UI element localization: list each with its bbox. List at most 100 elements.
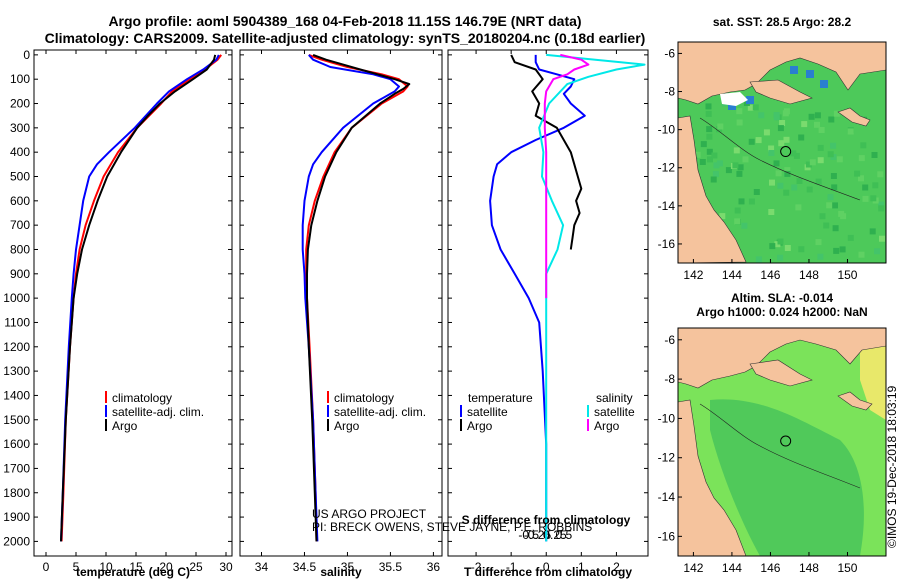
sst-pixel (817, 157, 824, 164)
sla-map-subtitle: Argo h1000: 0.024 h2000: NaN (696, 305, 867, 319)
sla-map-frame (677, 327, 887, 557)
sst-map-title: sat. SST: 28.5 Argo: 28.2 (713, 15, 852, 29)
series-line-satellite-adj-clim- (60, 54, 220, 542)
depth-tick-label: 300 (10, 121, 30, 135)
lat-tick-label: -16 (658, 529, 676, 543)
depth-tick-label: 1400 (3, 388, 30, 402)
depth-tick-label: 1600 (3, 437, 30, 451)
temperature-x-axis: 0 5 10 15 20 25 30 (43, 50, 233, 574)
sst-pixel (699, 159, 706, 165)
sst-pixel (752, 104, 759, 111)
series-line-s-satellite (538, 53, 646, 542)
x-tick-label: 10 (99, 560, 113, 574)
s-difference-axis-label: S difference from climatology (462, 513, 631, 527)
depth-tick-label: 1700 (3, 461, 30, 475)
sst-pixel (817, 253, 824, 260)
top-x-tick-label: -0.25 (524, 528, 552, 542)
sst-pixel (818, 127, 825, 133)
sst-pixel (814, 112, 821, 119)
project-credit: US ARGO PROJECT (312, 507, 427, 521)
temperature-legend: climatology satellite-adj. clim. Argo (105, 391, 204, 433)
lat-tick-label: -8 (664, 372, 675, 386)
sst-pixel (783, 189, 790, 196)
sst-pixel (858, 155, 865, 162)
sst-pixel (782, 110, 789, 117)
sst-pixel (793, 152, 800, 159)
sst-pixel (775, 170, 782, 177)
depth-tick-label: 1900 (3, 510, 30, 524)
sla-map (678, 328, 886, 556)
legend-label-satellite: satellite-adj. clim. (112, 405, 204, 419)
sst-pixel (860, 142, 867, 149)
series-line-argo (306, 53, 411, 542)
sst-cool-pixel (806, 70, 814, 78)
sst-cool-pixel (746, 96, 754, 104)
sst-pixel (874, 248, 880, 255)
figure-title: Argo profile: aoml 5904389_168 04-Feb-20… (108, 13, 581, 29)
sst-pixel (705, 110, 712, 117)
papua-coast (749, 359, 813, 387)
sst-pixel (869, 228, 876, 235)
lon-tick-label: 142 (683, 268, 703, 282)
sst-pixel (858, 251, 865, 258)
top-x-tick-label: -0.5 (518, 528, 539, 542)
sst-cool-pixel (790, 66, 798, 74)
sst-pixel (833, 110, 840, 117)
sst-pixel (707, 156, 713, 163)
sst-pixel (700, 141, 707, 148)
sst-pixel (748, 138, 755, 145)
sst-pixel (713, 162, 720, 169)
argo-float-marker (780, 435, 792, 447)
temperature-plot-frame (33, 49, 233, 557)
legend-label-s-satellite: satellite (594, 405, 635, 419)
sst-pixel (758, 112, 765, 119)
salinity-plot-frame (239, 49, 443, 557)
depth-tick-label: 1800 (3, 486, 30, 500)
sst-pixel (768, 150, 775, 156)
sst-pixel (814, 121, 820, 128)
depth-tick-label: 1100 (4, 315, 30, 329)
sst-pixel (706, 126, 713, 133)
sst-pixel (819, 213, 826, 220)
series-line-t-argo (510, 54, 583, 250)
cape-york-landmass (678, 399, 747, 556)
sst-pixel (808, 113, 815, 120)
sst-pixel (805, 161, 812, 168)
sst-pixel (858, 175, 864, 182)
lat-tick-label: -14 (658, 490, 676, 504)
lon-tick-label: 146 (760, 561, 780, 575)
sst-pixel (779, 120, 786, 126)
sst-pixel (832, 202, 838, 209)
sst-pixel (854, 170, 861, 177)
sst-pixel (719, 213, 726, 220)
sst-pixel (823, 222, 830, 229)
sst-pixel (777, 254, 784, 261)
sst-pixel (827, 151, 834, 158)
sst-pixel (790, 150, 797, 157)
temperature-axis-label: temperature (deg C) (76, 565, 190, 579)
x-tick-label: 34.5 (293, 560, 317, 574)
difference-series (489, 53, 646, 542)
depth-tick-label: 400 (10, 145, 30, 159)
sst-pixel (839, 246, 846, 253)
depth-tick-label: 1300 (3, 364, 30, 378)
depth-tick-label: 500 (10, 170, 30, 184)
sst-map-frame (677, 41, 887, 264)
sla-map-axes: -6 -8 -10 -12 -14 -16 142 144 146 148 150 (658, 333, 858, 575)
sst-pixel (734, 218, 741, 225)
sst-pixel (738, 198, 745, 205)
sst-pixel (694, 151, 701, 158)
sst-pixel (755, 137, 762, 144)
depth-tick-label: 0 (23, 48, 30, 62)
depth-axis: 0 100 200 300 400 500 600 700 800 900 1000 1100 1200… (3, 48, 648, 548)
new-guinea-landmass (678, 328, 886, 389)
legend-label-argo: Argo (334, 419, 360, 433)
difference-legend: temperature satellite Argo salinity sate… (460, 391, 635, 433)
louisiade-islands (837, 107, 871, 127)
series-line-t-satellite (489, 54, 586, 542)
x-tick-label: 15 (129, 560, 143, 574)
sst-pixel (795, 204, 802, 211)
sst-pixel (737, 164, 744, 171)
